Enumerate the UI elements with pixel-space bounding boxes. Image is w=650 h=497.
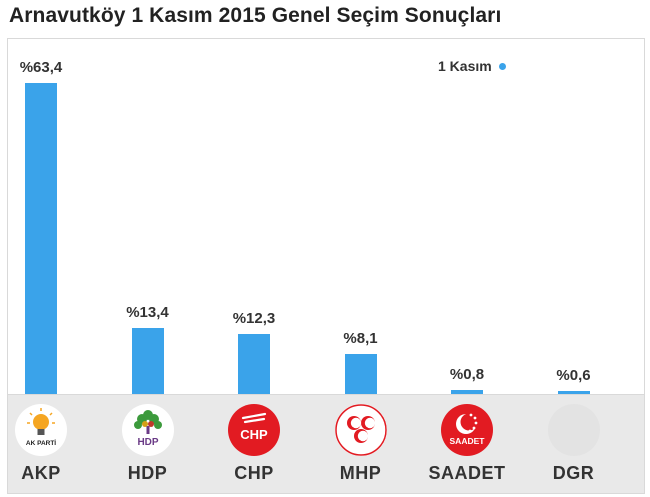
akp-lightbulb-icon: AK PARTİ [15,404,67,456]
svg-text:CHP: CHP [240,427,268,442]
data-label-akp: %63,4 [19,59,63,76]
bar-hdp[interactable] [131,328,164,394]
party-logo-strip: AK PARTİ AKP HDP HDP CHP CHP [8,395,644,493]
data-label-dgr: %0,6 [556,367,591,385]
bar-dgr[interactable] [557,391,590,394]
x-axis-line [8,394,644,395]
data-label-mhp: %8,1 [343,330,378,348]
tick-label-mhp: MHP [339,463,382,483]
data-label-hdp: %13,4 [126,304,169,322]
saadet-crescent-stars-icon: SAADET [441,404,493,456]
tick-label-akp: AKP [21,463,61,483]
tick-label-saadet: SAADET [428,463,506,483]
chart-panel: 1 Kasım %63,4 %13,4 %12,3 %8,1 %0,8 %0,6 AK P… [7,38,645,494]
svg-text:SAADET: SAADET [450,436,486,446]
svg-text:AK PARTİ: AK PARTİ [26,439,56,447]
hdp-tree-icon: HDP [121,404,174,456]
tick-label-dgr: DGR [552,463,595,483]
chp-six-arrows-icon: CHP [228,404,280,456]
svg-text:HDP: HDP [137,437,158,448]
dgr-blank-icon [547,404,600,456]
plot-area: 1 Kasım %63,4 %13,4 %12,3 %8,1 %0,8 %0,6 [8,39,644,395]
bar-mhp[interactable] [344,354,377,394]
data-label-chp: %12,3 [232,309,276,327]
bar-akp[interactable] [25,83,57,394]
bar-saadet[interactable] [451,390,483,394]
legend-dot-icon [498,62,506,70]
data-label-saadet: %0,8 [449,366,485,384]
legend[interactable]: 1 Kasım [438,58,506,74]
tick-label-chp: CHP [234,463,274,483]
tick-label-hdp: HDP [127,463,168,483]
chart-title: Arnavutköy 1 Kasım 2015 Genel Seçim Sonu… [9,4,502,27]
legend-label: 1 Kasım [438,58,492,74]
mhp-three-crescents-icon [334,404,387,456]
bar-chp[interactable] [238,333,270,394]
